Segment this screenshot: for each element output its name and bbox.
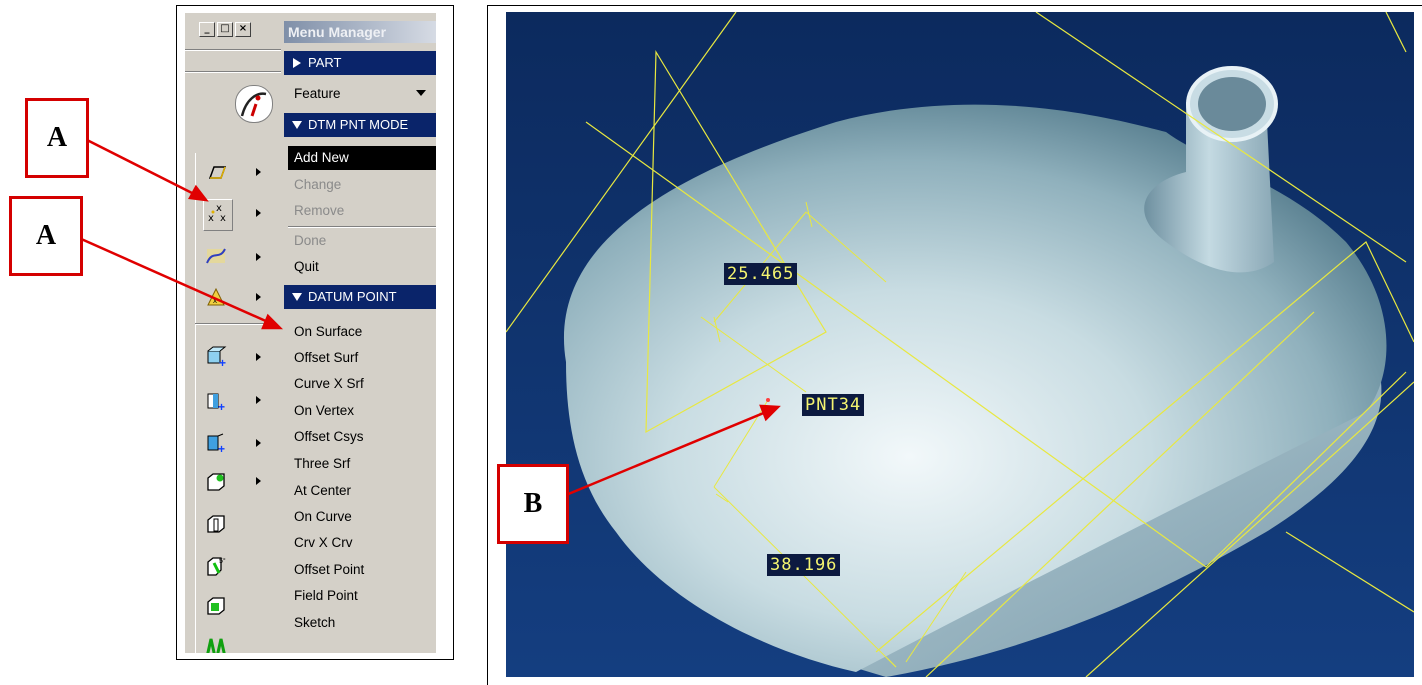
menu-item-quit[interactable]: Quit [294,259,319,274]
extrude-icon[interactable]: + [205,345,227,370]
flyout-arrow-icon[interactable] [256,396,261,404]
menu-item-curve-x-srf[interactable]: Curve X Srf [294,376,364,391]
draft-icon[interactable]: 5° [205,555,227,577]
menu-item-on-surface[interactable]: On Surface [294,324,363,339]
menu-item-offset-point[interactable]: Offset Point [294,562,365,577]
menu-item-on-curve[interactable]: On Curve [294,509,352,524]
add-new-highlight [288,146,436,170]
minimize-button[interactable]: _ [199,22,215,37]
menu-item-on-vertex[interactable]: On Vertex [294,403,355,418]
round-icon[interactable] [205,595,227,617]
svg-text:x: x [213,296,217,305]
chamfer-icon[interactable] [205,635,227,653]
datum-point-label: DATUM POINT [308,289,397,304]
flyout-arrow-icon[interactable] [256,439,261,447]
menu-item-field-point[interactable]: Field Point [294,588,358,603]
collapse-down-icon [292,293,302,301]
feature-label: Feature [294,86,341,101]
expand-right-icon [293,58,301,68]
menu-item-change[interactable]: Change [294,177,342,192]
svg-text:x: x [220,213,226,224]
shell-icon[interactable] [205,471,227,493]
svg-text:5°: 5° [219,557,226,565]
point-label[interactable]: PNT34 [802,394,865,416]
flyout-arrow-icon[interactable] [256,253,261,261]
svg-text:+: + [218,442,225,453]
dimension-label[interactable]: 25.465 [724,263,798,285]
dimension-label[interactable]: 38.196 [767,554,841,576]
flyout-arrow-icon[interactable] [256,353,261,361]
datum-plane-icon[interactable] [205,161,227,183]
toolbar-divider [185,49,281,51]
flyout-arrow-icon[interactable] [256,293,261,301]
svg-text:x: x [208,213,214,224]
menu-item-offset-csys[interactable]: Offset Csys [294,429,364,444]
menu-item-add-new[interactable]: Add New [294,150,349,165]
toolbar-divider [195,323,265,325]
menu-manager-title: Menu Manager [284,21,436,43]
datum-point-header[interactable]: DATUM POINT [284,285,436,309]
toolbar-divider [185,71,281,73]
feature-dropdown[interactable]: Feature [284,81,436,105]
menu-item-remove[interactable]: Remove [294,203,345,218]
dropdown-arrow-icon [416,90,426,96]
menu-item-at-center[interactable]: At Center [294,483,352,498]
flyout-arrow-icon[interactable] [256,168,261,176]
flyout-arrow-icon[interactable] [256,209,261,217]
datum-point-marker[interactable] [766,398,770,402]
menu-divider [288,226,436,228]
svg-text:+: + [218,400,225,411]
dtm-pnt-mode-label: DTM PNT MODE [308,117,409,132]
model-viewport[interactable]: 25.465 PNT34 38.196 [506,12,1414,677]
datum-curve-icon[interactable] [205,245,227,267]
part-menu-label: PART [308,55,342,70]
feature-toolbar [195,153,276,653]
svg-text:+: + [219,356,226,367]
rib-icon[interactable] [205,513,227,535]
menu-item-crv-x-crv[interactable]: Crv X Crv [294,535,353,550]
dtm-pnt-mode-header[interactable]: DTM PNT MODE [284,113,436,137]
callout-label-a: A [9,196,83,276]
part-menu-header[interactable]: PART [284,51,436,75]
maximize-button[interactable]: □ [217,22,233,37]
close-button[interactable]: × [235,22,251,37]
menu-item-three-srf[interactable]: Three Srf [294,456,351,471]
callout-label-b: B [497,464,569,544]
context-help-icon[interactable] [235,85,273,123]
golf-club-head-model[interactable] [563,66,1387,677]
revolve-icon[interactable]: + [205,389,227,414]
menu-item-sketch[interactable]: Sketch [294,615,336,630]
menu-item-offset-surf[interactable]: Offset Surf [294,350,359,365]
menu-item-done[interactable]: Done [294,233,327,248]
flyout-arrow-icon[interactable] [256,477,261,485]
callout-label-a: A [25,98,89,178]
menu-manager: Menu Manager PART Feature DTM PNT MODE A… [284,13,436,653]
collapse-down-icon [292,121,302,129]
svg-text:x: x [216,203,222,214]
sweep-icon[interactable]: + [205,431,227,456]
